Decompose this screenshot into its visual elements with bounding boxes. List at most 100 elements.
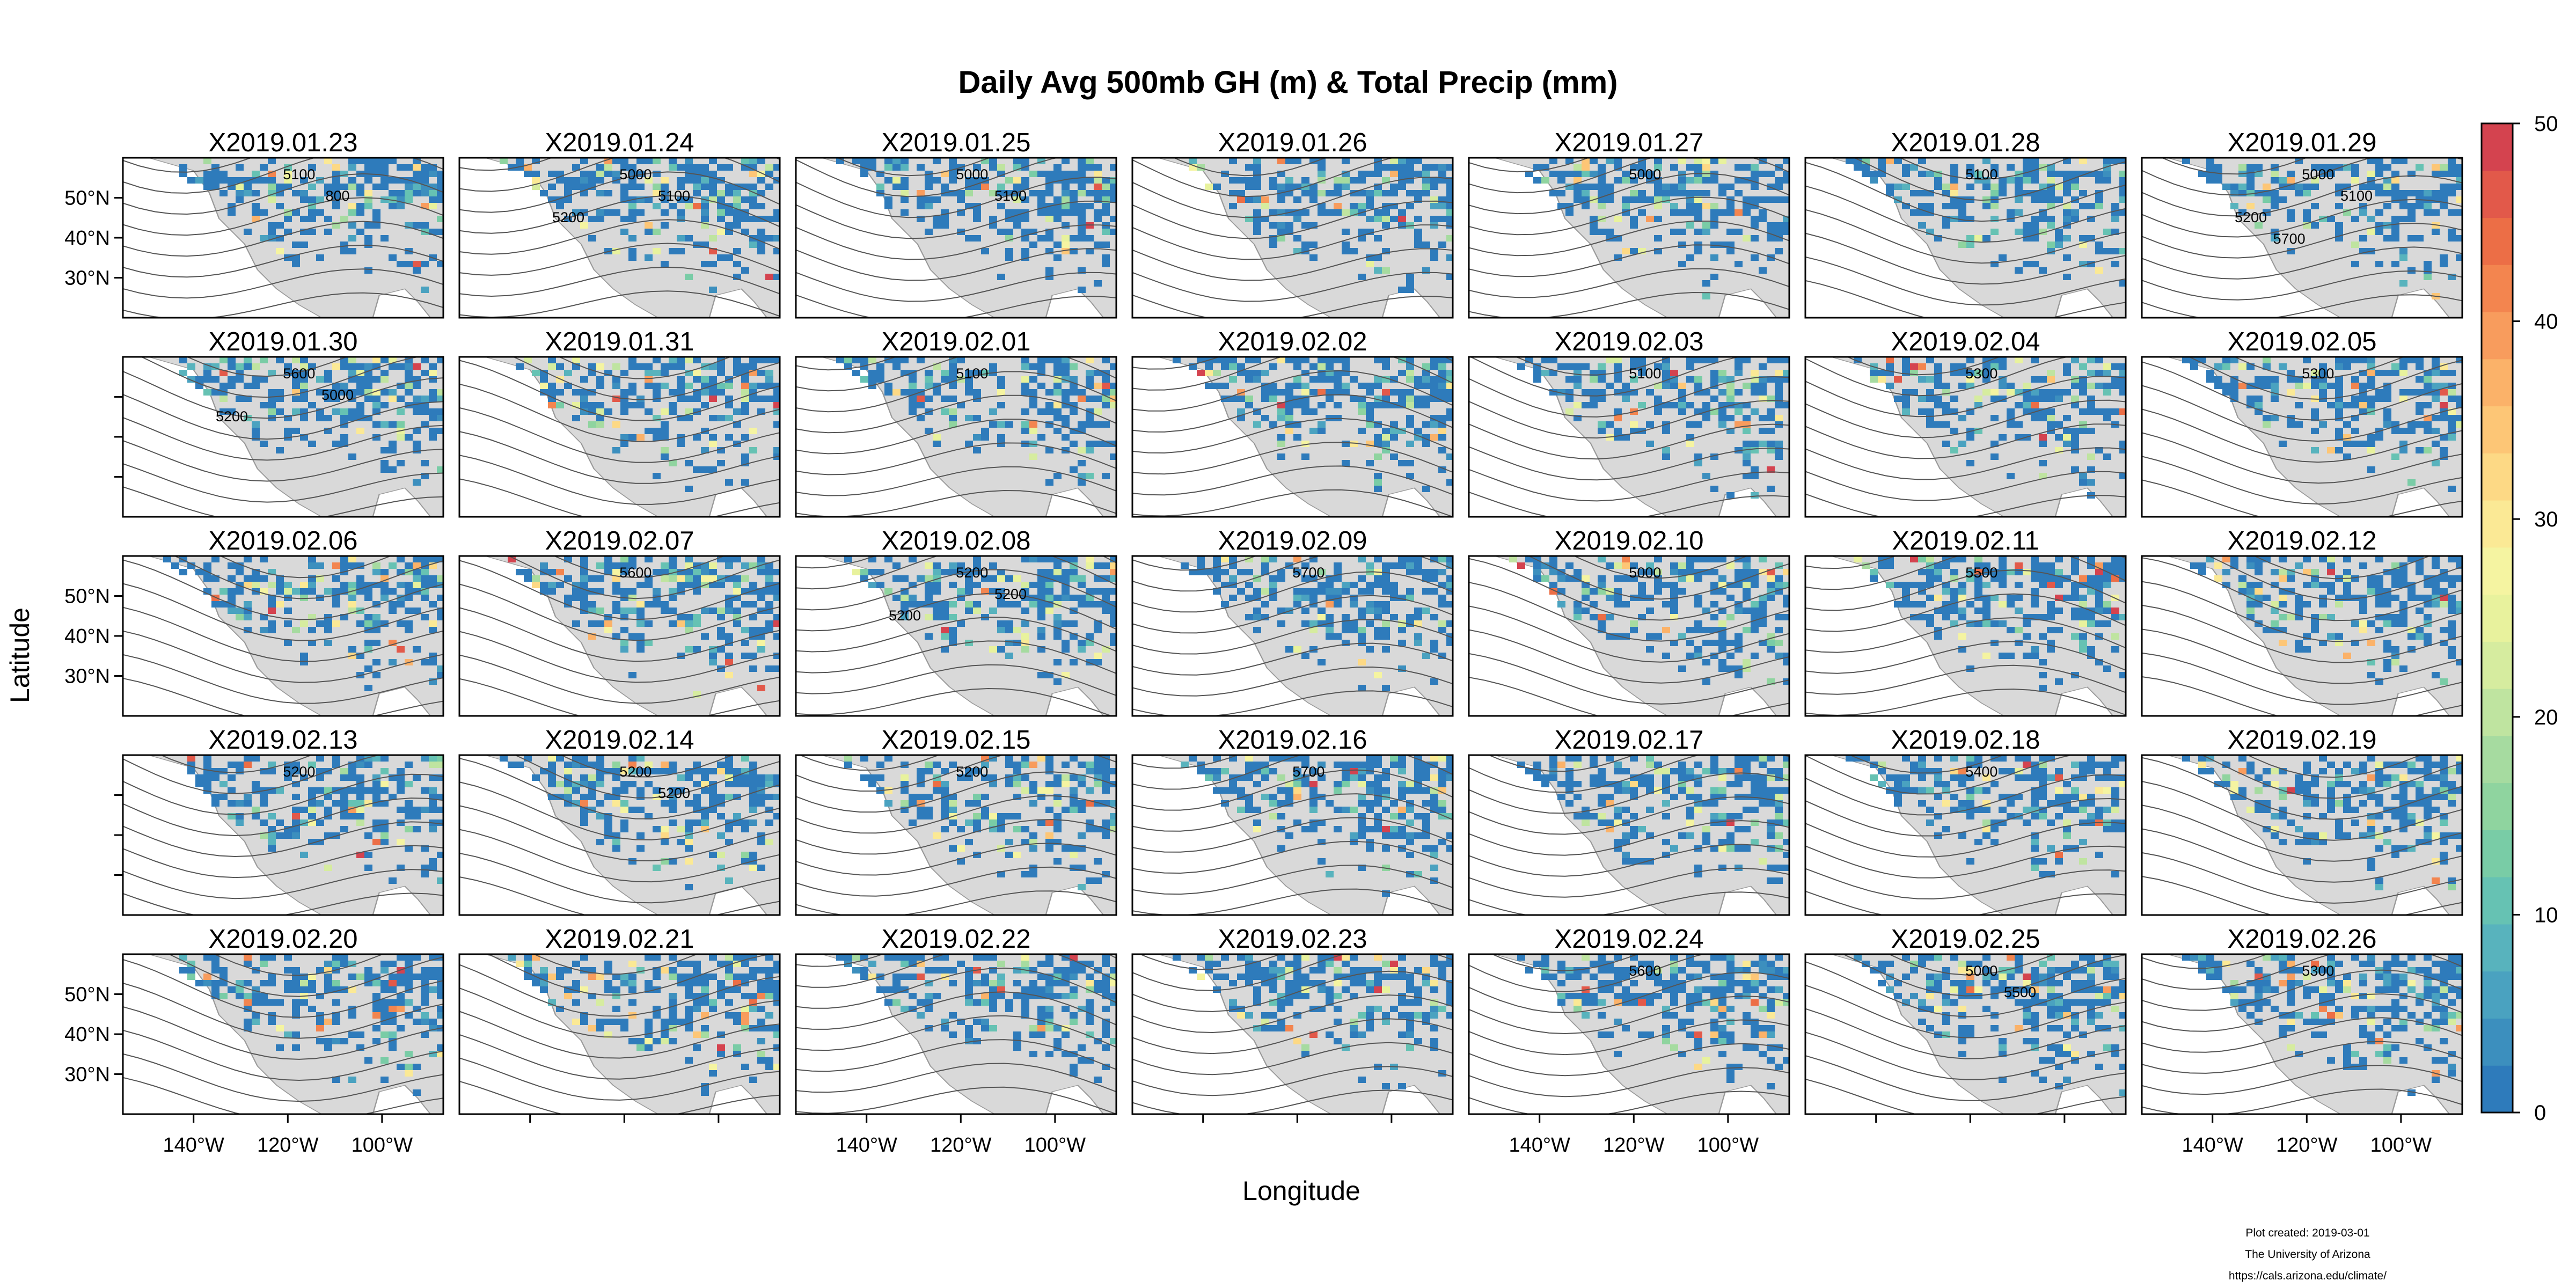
precip-cell <box>2031 415 2039 421</box>
precip-cell <box>1414 383 1422 389</box>
precip-cell <box>236 800 244 807</box>
precip-cell <box>1213 588 1221 595</box>
precip-cell <box>741 434 749 441</box>
precip-cell <box>372 421 380 428</box>
precip-cell <box>1334 588 1342 595</box>
precip-cell <box>1574 402 1582 408</box>
precip-cell <box>2351 428 2359 434</box>
precip-cell <box>1037 171 1045 177</box>
precip-cell <box>1886 190 1894 196</box>
precip-cell <box>2087 614 2095 620</box>
precip-cell <box>1694 620 1702 627</box>
precip-cell <box>1974 396 1982 402</box>
precip-cell <box>933 588 941 595</box>
precip-cell <box>2063 389 2071 396</box>
precip-cell <box>1269 575 1277 582</box>
precip-cell <box>364 762 372 768</box>
precip-cell <box>2071 171 2079 177</box>
precip-cell <box>709 235 717 241</box>
precip-cell <box>1037 196 1045 203</box>
precip-cell <box>2319 601 2327 608</box>
precip-cell <box>260 164 268 171</box>
precip-cell <box>1751 447 1759 453</box>
precip-cell <box>1334 562 1342 569</box>
precip-cell <box>2399 280 2407 287</box>
gh-contours <box>796 158 1116 318</box>
precip-cell <box>876 370 884 376</box>
precip-cell <box>1334 190 1342 196</box>
precip-cell <box>1694 595 1702 601</box>
precip-cell <box>405 800 413 807</box>
precip-cell <box>1037 357 1045 363</box>
precip-cell <box>236 614 244 620</box>
precip-cell <box>989 562 997 569</box>
precip-cell <box>749 203 757 209</box>
precip-cell <box>2335 203 2343 209</box>
precip-cell <box>1670 588 1678 595</box>
precip-cell <box>1678 241 1686 248</box>
contour-line <box>459 243 780 276</box>
precip-cell <box>645 582 653 588</box>
precip-cell <box>1710 274 1718 280</box>
precip-cell <box>348 582 356 588</box>
precip-cell <box>1966 164 1974 171</box>
precip-cell <box>372 164 380 171</box>
precip-cell <box>1358 383 1366 389</box>
precip-cell <box>252 171 260 177</box>
precip-cell <box>1775 248 1783 254</box>
precip-cell <box>1990 261 1999 267</box>
precip-cell <box>645 781 653 787</box>
precip-cell <box>2287 575 2295 582</box>
precip-cell <box>532 171 540 177</box>
precip-cell <box>1390 164 1398 171</box>
precip-cell <box>300 357 308 363</box>
precip-cell <box>1894 396 1902 402</box>
precip-cell <box>2039 575 2047 582</box>
precip-cell <box>1630 357 1638 363</box>
precip-cell <box>364 158 372 164</box>
precip-cell <box>380 839 389 845</box>
precip-cell <box>1374 441 1382 447</box>
precip-cell <box>1582 190 1590 196</box>
precip-cell <box>2047 241 2055 248</box>
precip-cell <box>941 614 949 620</box>
precip-cell <box>1094 241 1102 248</box>
precip-cell <box>2023 164 2031 171</box>
precip-cell <box>1974 370 1982 376</box>
precip-cell <box>2055 627 2063 633</box>
precip-cell <box>2063 595 2071 601</box>
precip-cell <box>2391 614 2399 620</box>
precip-cell <box>1926 569 1934 575</box>
precip-cell <box>2087 646 2095 653</box>
precip-cell <box>1374 479 1382 486</box>
precip-cell <box>1743 556 1751 562</box>
precip-cell <box>1902 588 1910 595</box>
precip-cell <box>2047 216 2055 222</box>
precip-cell <box>588 575 596 582</box>
precip-cell <box>1414 190 1422 196</box>
precip-cell <box>2279 363 2287 370</box>
precip-cell <box>1334 601 1342 608</box>
precip-cell <box>364 787 372 794</box>
precip-cell <box>949 383 957 389</box>
precip-cell <box>661 434 669 441</box>
precip-cell <box>1350 441 1358 447</box>
precip-cell <box>1670 370 1678 376</box>
precip-cell <box>1654 203 1662 209</box>
precip-cell <box>717 460 725 466</box>
precip-cell <box>1670 402 1678 408</box>
precip-cell <box>1918 582 1926 588</box>
contour-line <box>796 200 1116 239</box>
precip-cell <box>2391 261 2399 267</box>
precip-cell <box>1533 569 1541 575</box>
precip-cell <box>2391 428 2399 434</box>
precip-cell <box>1350 620 1358 627</box>
precip-cell <box>1950 588 1958 595</box>
precip-cell <box>1374 556 1382 562</box>
precip-cell <box>1334 595 1342 601</box>
precip-cell <box>685 614 693 620</box>
precip-cell <box>596 171 604 177</box>
precip-cell <box>757 595 765 601</box>
